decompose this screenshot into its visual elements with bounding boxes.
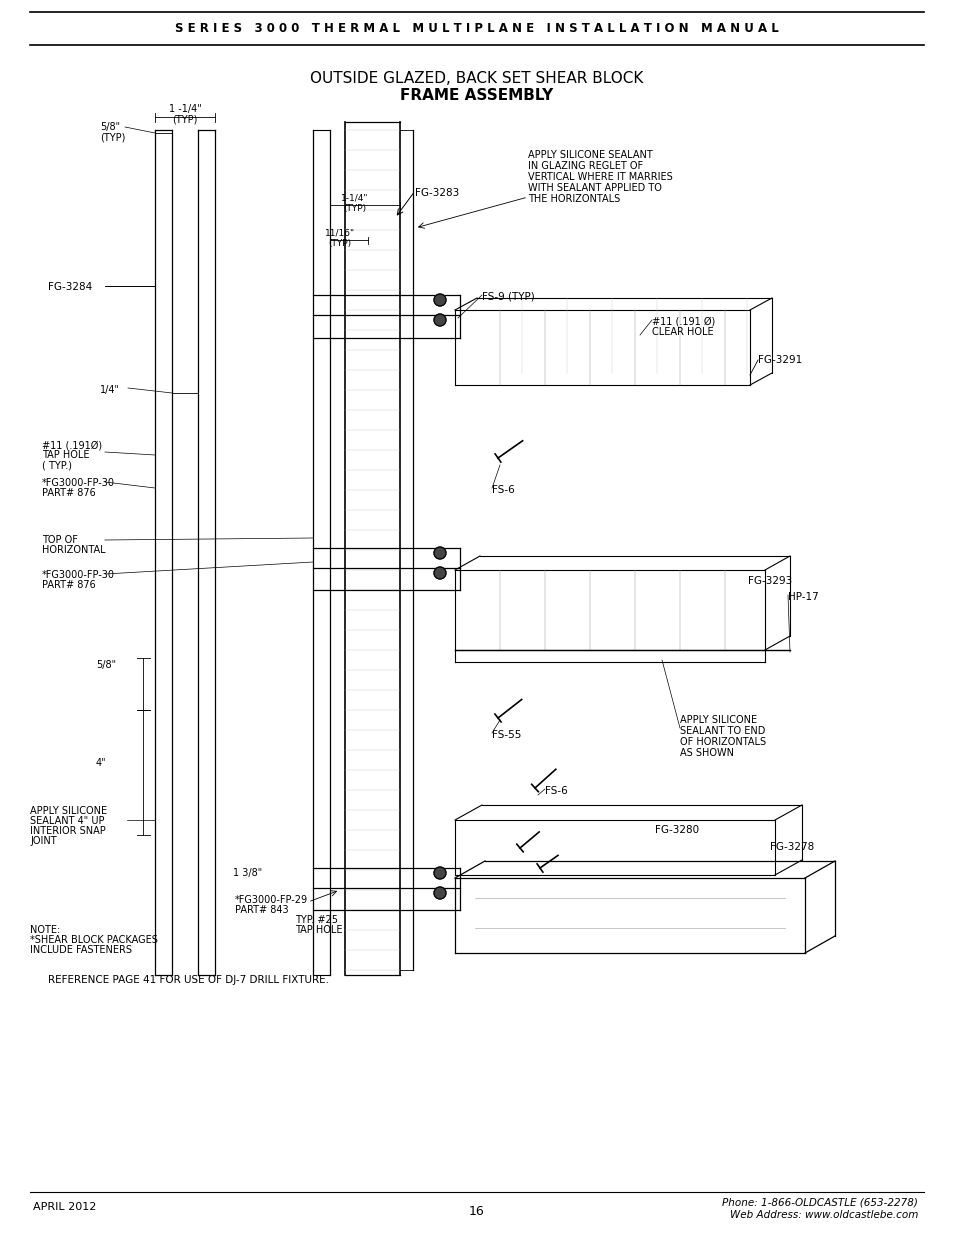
Text: TOP OF: TOP OF xyxy=(42,535,78,545)
Text: Phone: 1-866-OLDCASTLE (653-2278): Phone: 1-866-OLDCASTLE (653-2278) xyxy=(721,1198,917,1208)
Text: PART# 876: PART# 876 xyxy=(42,488,95,498)
Text: S E R I E S   3 0 0 0   T H E R M A L   M U L T I P L A N E   I N S T A L L A T : S E R I E S 3 0 0 0 T H E R M A L M U L … xyxy=(175,21,778,35)
Text: (TYP): (TYP) xyxy=(343,204,366,212)
Text: 5/8": 5/8" xyxy=(100,122,120,132)
Text: NOTE:: NOTE: xyxy=(30,925,60,935)
Text: HP-17: HP-17 xyxy=(787,592,818,601)
Text: 4": 4" xyxy=(96,758,107,768)
Circle shape xyxy=(434,547,446,559)
Circle shape xyxy=(434,567,446,579)
Text: ( TYP.): ( TYP.) xyxy=(42,459,71,471)
Text: APPLY SILICONE: APPLY SILICONE xyxy=(679,715,757,725)
Text: FS-55: FS-55 xyxy=(492,730,521,740)
Text: APPLY SILICONE: APPLY SILICONE xyxy=(30,806,107,816)
Text: TAP HOLE: TAP HOLE xyxy=(42,450,90,459)
Text: Web Address: www.oldcastlebe.com: Web Address: www.oldcastlebe.com xyxy=(729,1210,917,1220)
Text: PART# 876: PART# 876 xyxy=(42,580,95,590)
Circle shape xyxy=(434,314,446,326)
Text: 1-1/4": 1-1/4" xyxy=(341,193,369,203)
Text: 1/4": 1/4" xyxy=(100,385,120,395)
Text: FG-3278: FG-3278 xyxy=(769,842,814,852)
Text: PART# 843: PART# 843 xyxy=(234,905,289,915)
Text: FG-3293: FG-3293 xyxy=(747,576,791,585)
Text: IN GLAZING REGLET OF: IN GLAZING REGLET OF xyxy=(527,161,642,170)
Text: REFERENCE PAGE 41 FOR USE OF DJ-7 DRILL FIXTURE.: REFERENCE PAGE 41 FOR USE OF DJ-7 DRILL … xyxy=(48,974,329,986)
Circle shape xyxy=(434,294,446,306)
Text: JOINT: JOINT xyxy=(30,836,56,846)
Text: 1 3/8": 1 3/8" xyxy=(233,868,262,878)
Text: INCLUDE FASTENERS: INCLUDE FASTENERS xyxy=(30,945,132,955)
Text: APPLY SILICONE SEALANT: APPLY SILICONE SEALANT xyxy=(527,149,652,161)
Text: APRIL 2012: APRIL 2012 xyxy=(33,1202,96,1212)
Text: FRAME ASSEMBLY: FRAME ASSEMBLY xyxy=(400,88,553,103)
Text: 11/16": 11/16" xyxy=(325,228,355,237)
Text: SEALANT TO END: SEALANT TO END xyxy=(679,726,764,736)
Text: FG-3283: FG-3283 xyxy=(415,188,458,198)
Text: (TYP): (TYP) xyxy=(172,114,197,124)
Text: FG-3291: FG-3291 xyxy=(758,354,801,366)
Text: *SHEAR BLOCK PACKAGES: *SHEAR BLOCK PACKAGES xyxy=(30,935,157,945)
Text: SEALANT 4" UP: SEALANT 4" UP xyxy=(30,816,105,826)
Text: FS-6: FS-6 xyxy=(492,485,515,495)
Text: OUTSIDE GLAZED, BACK SET SHEAR BLOCK: OUTSIDE GLAZED, BACK SET SHEAR BLOCK xyxy=(310,70,643,85)
Circle shape xyxy=(434,867,446,879)
Text: AS SHOWN: AS SHOWN xyxy=(679,748,733,758)
Text: WITH SEALANT APPLIED TO: WITH SEALANT APPLIED TO xyxy=(527,183,661,193)
Text: *FG3000-FP-30: *FG3000-FP-30 xyxy=(42,571,115,580)
Text: FG-3284: FG-3284 xyxy=(48,282,92,291)
Text: *FG3000-FP-29: *FG3000-FP-29 xyxy=(234,895,308,905)
Text: #11 (.191Ø): #11 (.191Ø) xyxy=(42,440,102,450)
Text: HORIZONTAL: HORIZONTAL xyxy=(42,545,106,555)
Text: TYP. #25: TYP. #25 xyxy=(294,915,337,925)
Text: 1 -1/4": 1 -1/4" xyxy=(169,104,201,114)
Text: FS-9 (TYP): FS-9 (TYP) xyxy=(481,291,535,301)
Text: INTERIOR SNAP: INTERIOR SNAP xyxy=(30,826,106,836)
Text: OF HORIZONTALS: OF HORIZONTALS xyxy=(679,737,765,747)
Text: *FG3000-FP-30: *FG3000-FP-30 xyxy=(42,478,115,488)
Text: 16: 16 xyxy=(469,1205,484,1218)
Text: 5/8": 5/8" xyxy=(96,659,116,671)
Text: THE HORIZONTALS: THE HORIZONTALS xyxy=(527,194,619,204)
Text: (TYP): (TYP) xyxy=(100,132,125,142)
Text: (TYP): (TYP) xyxy=(328,240,352,248)
Text: VERTICAL WHERE IT MARRIES: VERTICAL WHERE IT MARRIES xyxy=(527,172,672,182)
Text: FS-6: FS-6 xyxy=(544,785,567,797)
Circle shape xyxy=(434,887,446,899)
Text: TAP HOLE: TAP HOLE xyxy=(294,925,342,935)
Text: FG-3280: FG-3280 xyxy=(655,825,699,835)
Text: #11 (.191 Ø): #11 (.191 Ø) xyxy=(651,316,715,326)
Text: CLEAR HOLE: CLEAR HOLE xyxy=(651,327,713,337)
